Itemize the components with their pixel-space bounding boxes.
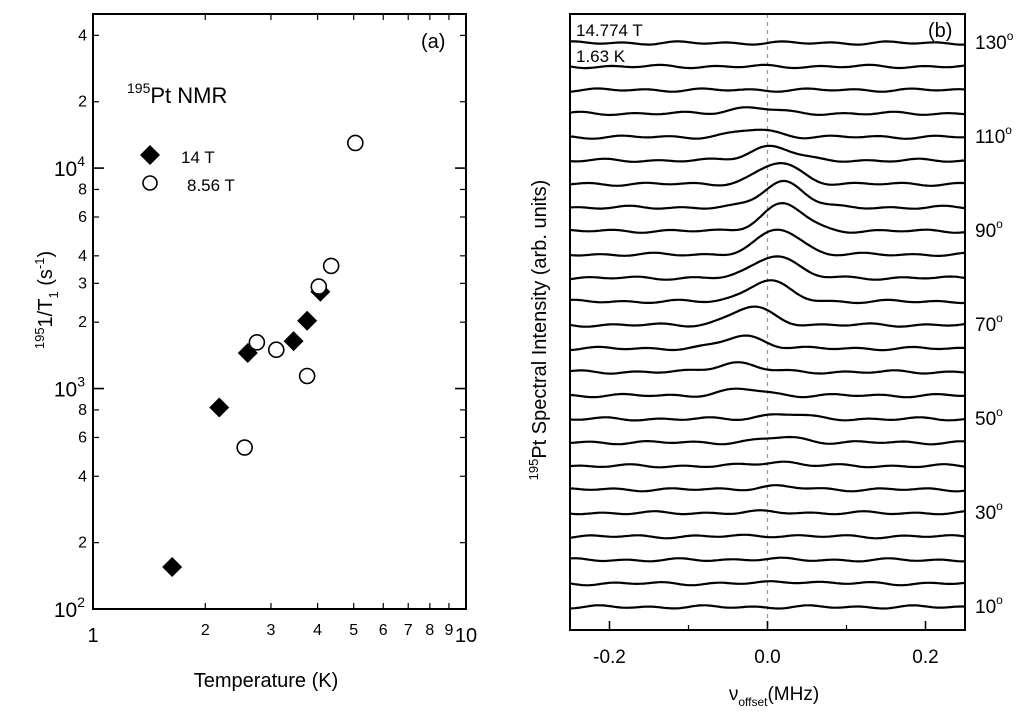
y-minor-tick-label: 6: [78, 429, 87, 446]
angle-label-130: 130o: [975, 29, 1014, 54]
legend-label-14t: 14 T: [181, 148, 215, 167]
legend-marker-856t: [142, 175, 158, 191]
x-minor-tick-label: 4: [313, 622, 322, 639]
panel-b-spectra: [569, 40, 966, 610]
panel-b-label: (b): [928, 20, 952, 42]
panel-a-x-axis-label: Temperature (K): [194, 670, 339, 692]
point-856t: [298, 367, 316, 385]
point-856t: [267, 341, 285, 359]
angle-label-110: 110o: [975, 123, 1012, 148]
y-minor-tick-label: 2: [78, 94, 87, 111]
y-minor-tick-label: 8: [78, 181, 87, 198]
x-minor-tick-label: 7: [404, 622, 413, 639]
spectrum-trace-130deg: [570, 40, 965, 46]
spectrum-trace-10deg: [569, 604, 966, 610]
spectrum-trace-90deg: [569, 202, 966, 234]
spectrum-trace-80deg: [569, 255, 966, 281]
panel-a-y-ticks: 102 103 104 2 4 6 8 2 3 4 6 8 2 4: [54, 27, 466, 622]
spectrum-trace-45deg: [569, 435, 966, 446]
x-tick-label: -0.2: [593, 647, 626, 668]
panel-a-legend: 14 T 8.56 T: [140, 145, 235, 195]
y-minor-tick-label: 4: [78, 248, 87, 265]
x-tick-label: 1: [87, 625, 98, 647]
angle-label-70: 70o: [975, 311, 1003, 336]
spectrum-trace-25deg: [569, 533, 966, 540]
panel-b-angle-labels: 130o 110o 90o 70o 50o 30o 10o: [975, 29, 1014, 618]
spectrum-trace-100deg: [569, 162, 966, 187]
point-856t: [347, 134, 364, 152]
y-decade-label: 103: [54, 374, 85, 402]
point-856t: [322, 257, 340, 275]
panel-b-field-label: 14.774 T: [576, 21, 643, 40]
point-14t: [209, 397, 230, 418]
point-856t: [236, 439, 253, 456]
angle-label-30: 30o: [975, 499, 1003, 524]
spectrum-trace-120deg: [569, 87, 966, 93]
spectrum-trace-20deg: [569, 556, 965, 563]
y-minor-tick-label: 2: [78, 314, 87, 331]
x-minor-tick-label: 9: [444, 622, 453, 639]
y-minor-tick-label: 4: [78, 27, 87, 44]
panel-b-y-axis-label: 195Pt Spectral Intensity (arb. units): [526, 180, 551, 481]
panel-b-temperature-label: 1.63 K: [576, 47, 626, 66]
angle-label-90: 90o: [975, 217, 1003, 242]
spectrum-trace-40deg: [569, 460, 966, 469]
panel-a-points: [162, 134, 364, 578]
x-tick-label: 0.0: [754, 647, 780, 668]
spectrum-trace-105deg: [569, 144, 966, 163]
spectrum-trace-110deg: [569, 128, 966, 140]
y-decade-label: 104: [54, 153, 85, 181]
spectrum-trace-70deg: [569, 305, 966, 328]
spectrum-trace-75deg: [569, 279, 965, 305]
x-tick-label: 0.2: [912, 647, 938, 668]
spectrum-trace-95deg: [569, 179, 966, 210]
point-14t: [162, 557, 183, 578]
panel-a-frame: [92, 13, 467, 610]
x-minor-tick-label: 2: [201, 622, 210, 639]
spectrum-trace-125deg: [569, 63, 966, 70]
spectrum-trace-35deg: [569, 484, 966, 493]
x-minor-tick-label: 5: [349, 622, 358, 639]
x-minor-tick-label: 6: [379, 622, 388, 639]
panel-b-x-ticks: -0.2 0.0 0.2: [593, 621, 939, 668]
panel-a-label: (a): [421, 31, 445, 53]
point-856t: [248, 334, 266, 351]
spectrum-trace-55deg: [569, 387, 966, 399]
point-14t: [283, 331, 304, 352]
spectrum-trace-65deg: [569, 334, 966, 352]
y-minor-tick-label: 2: [78, 535, 87, 552]
spectrum-trace-60deg: [569, 361, 966, 375]
spectrum-trace-115deg: [569, 106, 966, 117]
panel-a-y-axis-label: 1951/T1 (s-1): [32, 251, 61, 349]
angle-label-10: 10o: [975, 593, 1003, 618]
spectrum-trace-30deg: [569, 509, 966, 516]
y-minor-tick-label: 4: [78, 468, 87, 485]
legend-label-856t: 8.56 T: [187, 176, 235, 195]
panel-a-title: 195Pt NMR: [127, 80, 227, 108]
spectrum-trace-50deg: [569, 413, 966, 422]
y-minor-tick-label: 8: [78, 402, 87, 419]
x-minor-tick-label: 3: [267, 622, 276, 639]
x-tick-label: 10: [455, 625, 477, 647]
spectrum-trace-85deg: [569, 228, 966, 257]
x-minor-tick-label: 8: [425, 622, 434, 639]
legend-marker-14t: [140, 145, 160, 165]
y-minor-tick-label: 3: [78, 275, 87, 292]
spectrum-trace-15deg: [569, 580, 966, 587]
panel-b-x-axis-label: νoffset(MHz): [729, 684, 819, 709]
y-minor-tick-label: 6: [78, 209, 87, 226]
y-decade-label: 102: [54, 594, 85, 622]
point-14t: [297, 310, 318, 331]
panel-a: (a) 195Pt NMR 1 102 3 4 5 6 7 8 9 10210310424682…: [32, 13, 477, 692]
point-856t: [310, 278, 328, 295]
panel-b: 14.774 T 1.63 K (b) -0.2 0.0 0.2 130o 110o 9…: [526, 13, 1014, 709]
angle-label-50: 50o: [975, 405, 1003, 430]
panel-a-x-ticks: 1 10 2 3 4 5 6 7 8 9: [87, 14, 477, 647]
